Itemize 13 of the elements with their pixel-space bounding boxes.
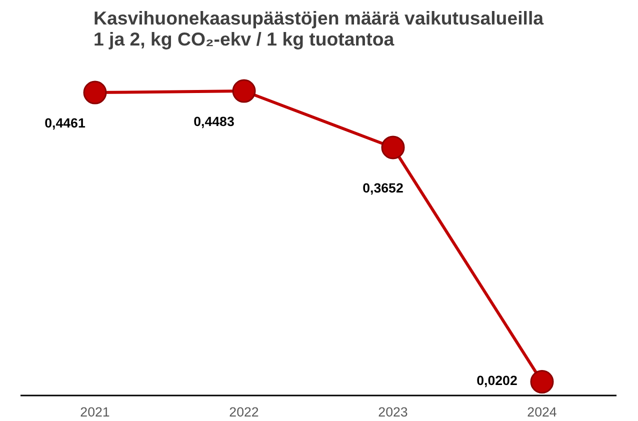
point bbox=[381, 136, 405, 160]
chart-title: Kasvihuonekaasupäästöjen määrä vaikutusalueilla 1 ja 2, kg CO₂-ekv / 1 kg tuotantoa bbox=[93, 8, 544, 50]
x-tick-label: 2021 bbox=[80, 404, 110, 420]
data-label: 0,4461 bbox=[44, 116, 86, 131]
x-tick-label: 2024 bbox=[527, 404, 558, 420]
data-label: 0,3652 bbox=[362, 180, 404, 196]
point bbox=[83, 80, 107, 104]
x-tick-label: 2022 bbox=[229, 404, 259, 420]
point bbox=[530, 370, 554, 394]
x-tick-label: 2023 bbox=[378, 404, 408, 420]
data-label: 0,0202 bbox=[476, 372, 518, 388]
data-label: 0,4483 bbox=[194, 114, 234, 130]
point bbox=[232, 79, 256, 103]
